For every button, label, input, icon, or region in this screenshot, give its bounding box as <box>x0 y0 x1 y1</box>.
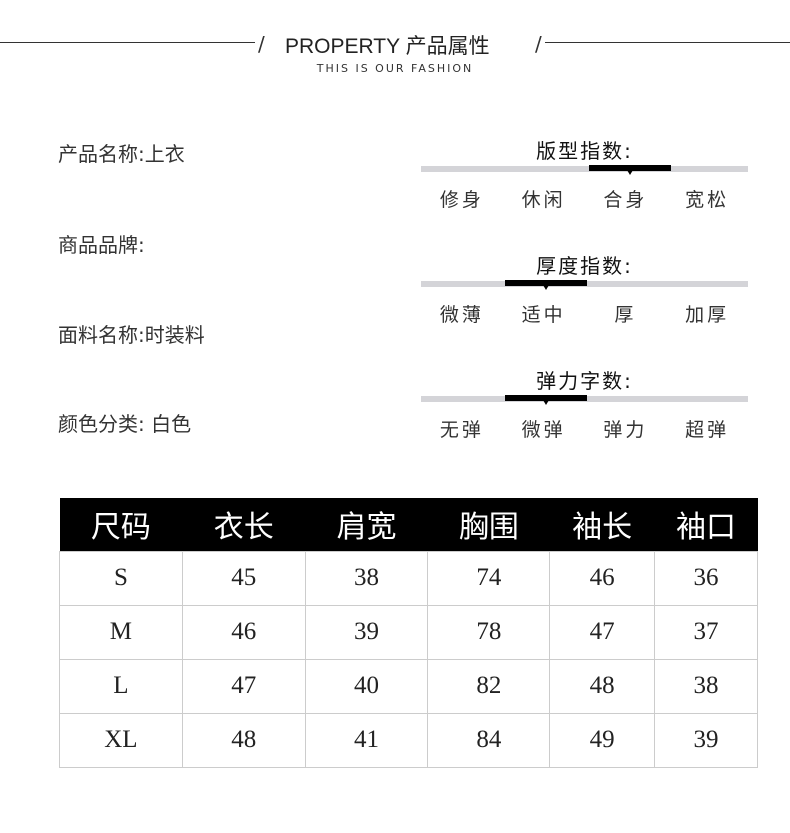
table-cell: 84 <box>427 712 551 768</box>
thickness-index-option: 厚 <box>614 304 637 326</box>
table-cell: 48 <box>181 712 306 768</box>
table-row: XL 48 41 84 49 39 <box>59 712 758 768</box>
elasticity-index-bar <box>421 395 748 405</box>
column-header: 袖长 <box>549 498 655 551</box>
table-cell: 47 <box>549 604 656 660</box>
table-cell: 38 <box>304 550 429 606</box>
fit-index-title: 版型指数: <box>536 139 633 163</box>
header-line-right <box>545 42 790 43</box>
size-table-header: 尺码 衣长 肩宽 胸围 袖长 袖口 <box>59 498 758 551</box>
thickness-index-option: 加厚 <box>685 304 730 326</box>
table-cell: 40 <box>304 658 429 714</box>
table-cell: 39 <box>304 604 429 660</box>
column-header: 肩宽 <box>305 498 428 551</box>
thickness-index-bar <box>421 280 748 290</box>
table-cell: 82 <box>427 658 551 714</box>
table-cell: 74 <box>427 550 551 606</box>
slash-right: / <box>535 32 542 56</box>
table-row: M 46 39 78 47 37 <box>59 604 758 660</box>
table-cell: 37 <box>654 604 758 660</box>
table-cell: 46 <box>549 550 656 606</box>
thickness-index-option: 微薄 <box>439 304 484 326</box>
table-cell: 41 <box>304 712 429 768</box>
color-category: 颜色分类: 白色 <box>58 412 192 436</box>
fit-index-option: 宽松 <box>685 189 730 211</box>
elasticity-index-option: 弹力 <box>603 419 648 441</box>
table-cell: M <box>59 604 183 660</box>
fit-index-bar <box>421 165 748 175</box>
table-cell: 38 <box>654 658 758 714</box>
table-cell: 47 <box>181 658 306 714</box>
size-table: 尺码 衣长 肩宽 胸围 袖长 袖口 S 45 38 74 46 36 M 46 39 78 47 37 L 47 40… <box>59 498 758 768</box>
product-brand: 商品品牌: <box>58 233 145 257</box>
thickness-index-title: 厚度指数: <box>536 254 633 278</box>
table-cell: 49 <box>549 712 656 768</box>
column-header: 袖口 <box>654 498 758 551</box>
table-cell: 45 <box>181 550 306 606</box>
product-name: 产品名称:上衣 <box>58 142 185 166</box>
table-cell: 46 <box>181 604 306 660</box>
page-title: PROPERTY 产品属性 <box>285 35 490 58</box>
elasticity-index-title: 弹力字数: <box>536 369 633 393</box>
table-cell: 78 <box>427 604 551 660</box>
elasticity-index-selected-marker <box>505 395 587 405</box>
header-line-left <box>0 42 255 43</box>
thickness-index-selected-marker <box>505 280 587 290</box>
fit-index-selected-marker <box>589 165 671 175</box>
fit-index-option: 修身 <box>439 189 484 211</box>
fabric-name: 面料名称:时装料 <box>58 323 205 347</box>
table-cell: L <box>59 658 183 714</box>
column-header: 胸围 <box>427 498 550 551</box>
column-header: 尺码 <box>59 498 183 551</box>
table-cell: S <box>59 550 183 606</box>
elasticity-index-option: 超弹 <box>685 419 730 441</box>
table-row: S 45 38 74 46 36 <box>59 550 758 606</box>
table-cell: 39 <box>654 712 758 768</box>
elasticity-index-option: 微弹 <box>521 419 566 441</box>
slash-left: / <box>258 32 265 56</box>
table-row: L 47 40 82 48 38 <box>59 658 758 714</box>
table-cell: XL <box>59 712 183 768</box>
fit-index-option: 合身 <box>603 189 648 211</box>
table-cell: 48 <box>549 658 656 714</box>
thickness-index-option: 适中 <box>521 304 566 326</box>
table-cell: 36 <box>654 550 758 606</box>
page-subtitle: THIS IS OUR FASHION <box>316 62 474 75</box>
fit-index-option: 休闲 <box>521 189 566 211</box>
elasticity-index-option: 无弹 <box>439 419 484 441</box>
column-header: 衣长 <box>182 498 306 551</box>
